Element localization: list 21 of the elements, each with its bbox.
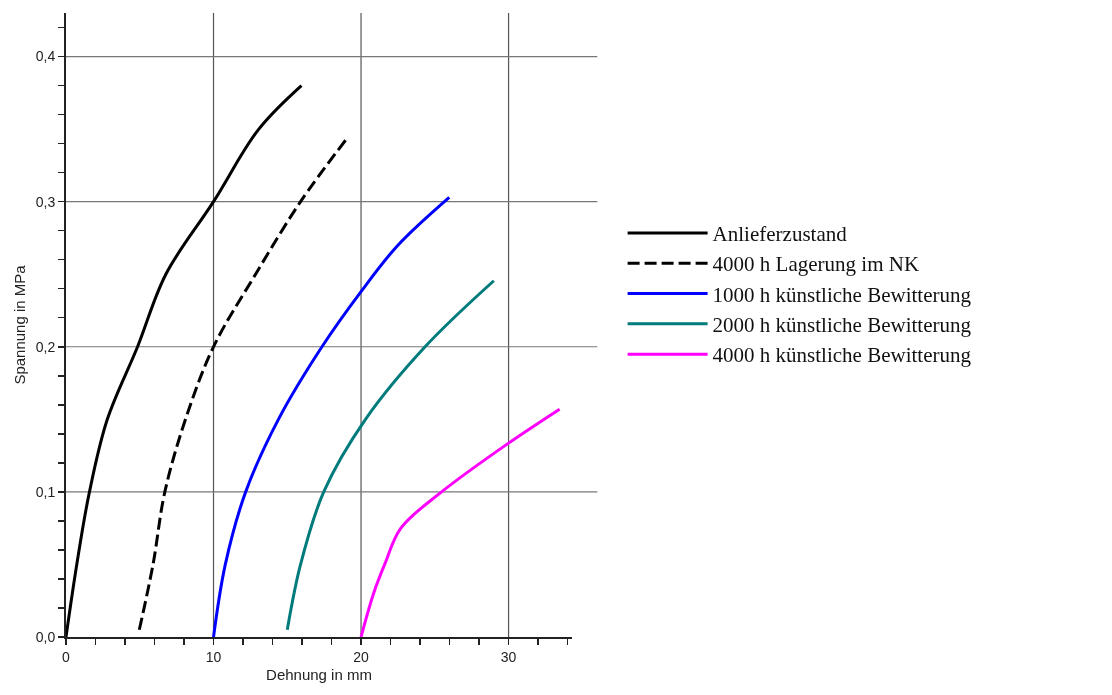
line-series (66, 84, 303, 637)
y-tick-label: 0,3 (35, 193, 56, 210)
x-tick-label: 30 (500, 648, 517, 665)
legend-label: 2000 h künstliche Bewitterung (712, 313, 972, 338)
y-tick-label: 0,2 (35, 338, 56, 355)
x-axis-title: Dehnung in mm (266, 666, 372, 684)
y-tick-label: 0,1 (35, 483, 56, 500)
y-tick-label: 0,0 (35, 628, 56, 645)
legend-label: 4000 h künstliche Bewitterung (712, 343, 972, 368)
x-tick-label: 10 (205, 648, 222, 665)
x-tick-label: 20 (353, 648, 370, 665)
legend-label: 4000 h Lagerung im NK (712, 252, 920, 277)
y-tick-label: 0,4 (35, 48, 56, 65)
line-series (137, 137, 348, 632)
y-axis-title: Spannung in MPa (11, 264, 29, 385)
x-tick-label: 0 (62, 648, 71, 665)
legend-label: 1000 h künstliche Bewitterung (712, 282, 972, 307)
line-series (359, 407, 562, 637)
line-series (212, 195, 451, 637)
line-series (285, 279, 496, 632)
legend-label: Anlieferzustand (712, 222, 848, 247)
